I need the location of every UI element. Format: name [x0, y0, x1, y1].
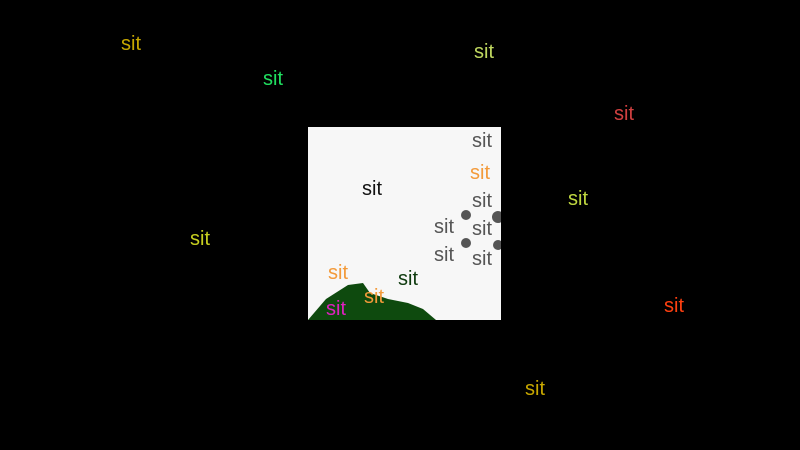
- shape-layer: [308, 210, 501, 320]
- word-label: sit: [328, 262, 348, 284]
- word-label: sit: [362, 178, 382, 200]
- word-label: sit: [190, 228, 210, 250]
- word-label: sit: [434, 216, 454, 238]
- green-blob: [308, 283, 436, 320]
- word-label: sit: [263, 68, 283, 90]
- word-label: sit: [664, 295, 684, 317]
- word-label: sit: [398, 268, 418, 290]
- word-label: sit: [474, 41, 494, 63]
- word-label: sit: [472, 130, 492, 152]
- word-label: sit: [326, 298, 346, 320]
- word-label: sit: [614, 103, 634, 125]
- word-label: sit: [525, 378, 545, 400]
- word-label: sit: [121, 33, 141, 55]
- word-label: sit: [470, 162, 490, 184]
- word-label: sit: [434, 244, 454, 266]
- word-label: sit: [472, 218, 492, 240]
- word-label: sit: [568, 188, 588, 210]
- gray-cluster: [461, 210, 501, 250]
- word-label: sit: [364, 286, 384, 308]
- word-label: sit: [472, 248, 492, 270]
- image-panel: sit sit sit sit sit sit sit sit sit sit …: [308, 127, 501, 320]
- word-label: sit: [472, 190, 492, 212]
